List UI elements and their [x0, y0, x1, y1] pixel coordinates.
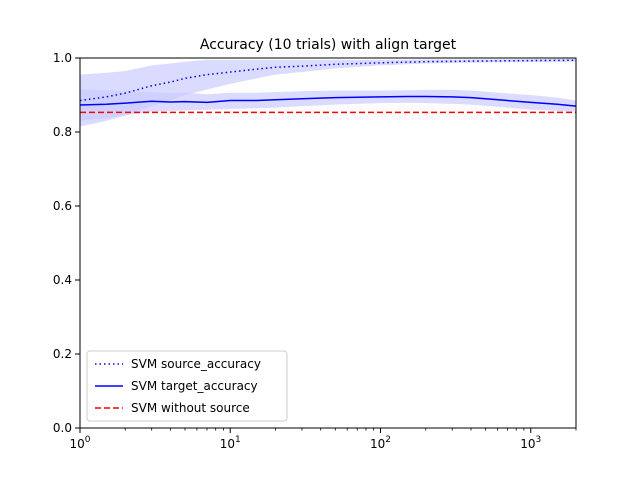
legend-box — [86, 350, 288, 422]
y-tick-label: 0.0 — [53, 421, 72, 435]
legend-label: SVM target_accuracy — [131, 379, 258, 393]
line-svm-target-accuracy — [79, 95, 577, 107]
series-lines — [79, 59, 577, 114]
y-tick-label: 0.8 — [53, 125, 72, 139]
x-tick-exponent: 2 — [385, 435, 391, 445]
chart-title: Accuracy (10 trials) with align target — [200, 37, 457, 53]
x-tick-base: 10 — [370, 437, 385, 451]
confidence-bands — [80, 58, 576, 127]
x-tick-label: 103 — [520, 435, 541, 451]
x-tick-exponent: 0 — [85, 435, 91, 445]
x-tick-base: 10 — [520, 437, 535, 451]
x-axis: 100 101 102 103 — [69, 428, 577, 451]
x-tick-base: 10 — [69, 437, 84, 451]
y-tick-label: 0.2 — [53, 347, 72, 361]
x-tick-base: 10 — [220, 437, 235, 451]
legend-label: SVM source_accuracy — [131, 357, 261, 371]
legend-label: SVM without source — [131, 401, 250, 415]
x-tick-exponent: 3 — [536, 435, 542, 445]
y-tick-label: 0.6 — [53, 199, 72, 213]
x-tick-label: 102 — [370, 435, 391, 451]
x-tick-label: 100 — [69, 435, 90, 451]
x-tick-label: 101 — [220, 435, 241, 451]
legend: SVM source_accuracy SVM target_accuracy SV… — [86, 350, 288, 422]
y-tick-label: 0.4 — [53, 273, 72, 287]
plot-frame — [79, 57, 577, 429]
line-svm-source-accuracy — [79, 59, 577, 102]
y-tick-label: 1.0 — [53, 51, 72, 65]
x-tick-exponent: 1 — [235, 435, 241, 445]
y-axis: 0.0 0.2 0.4 0.6 0.8 1.0 — [53, 51, 80, 435]
band-svm-target-accuracy — [80, 89, 576, 121]
